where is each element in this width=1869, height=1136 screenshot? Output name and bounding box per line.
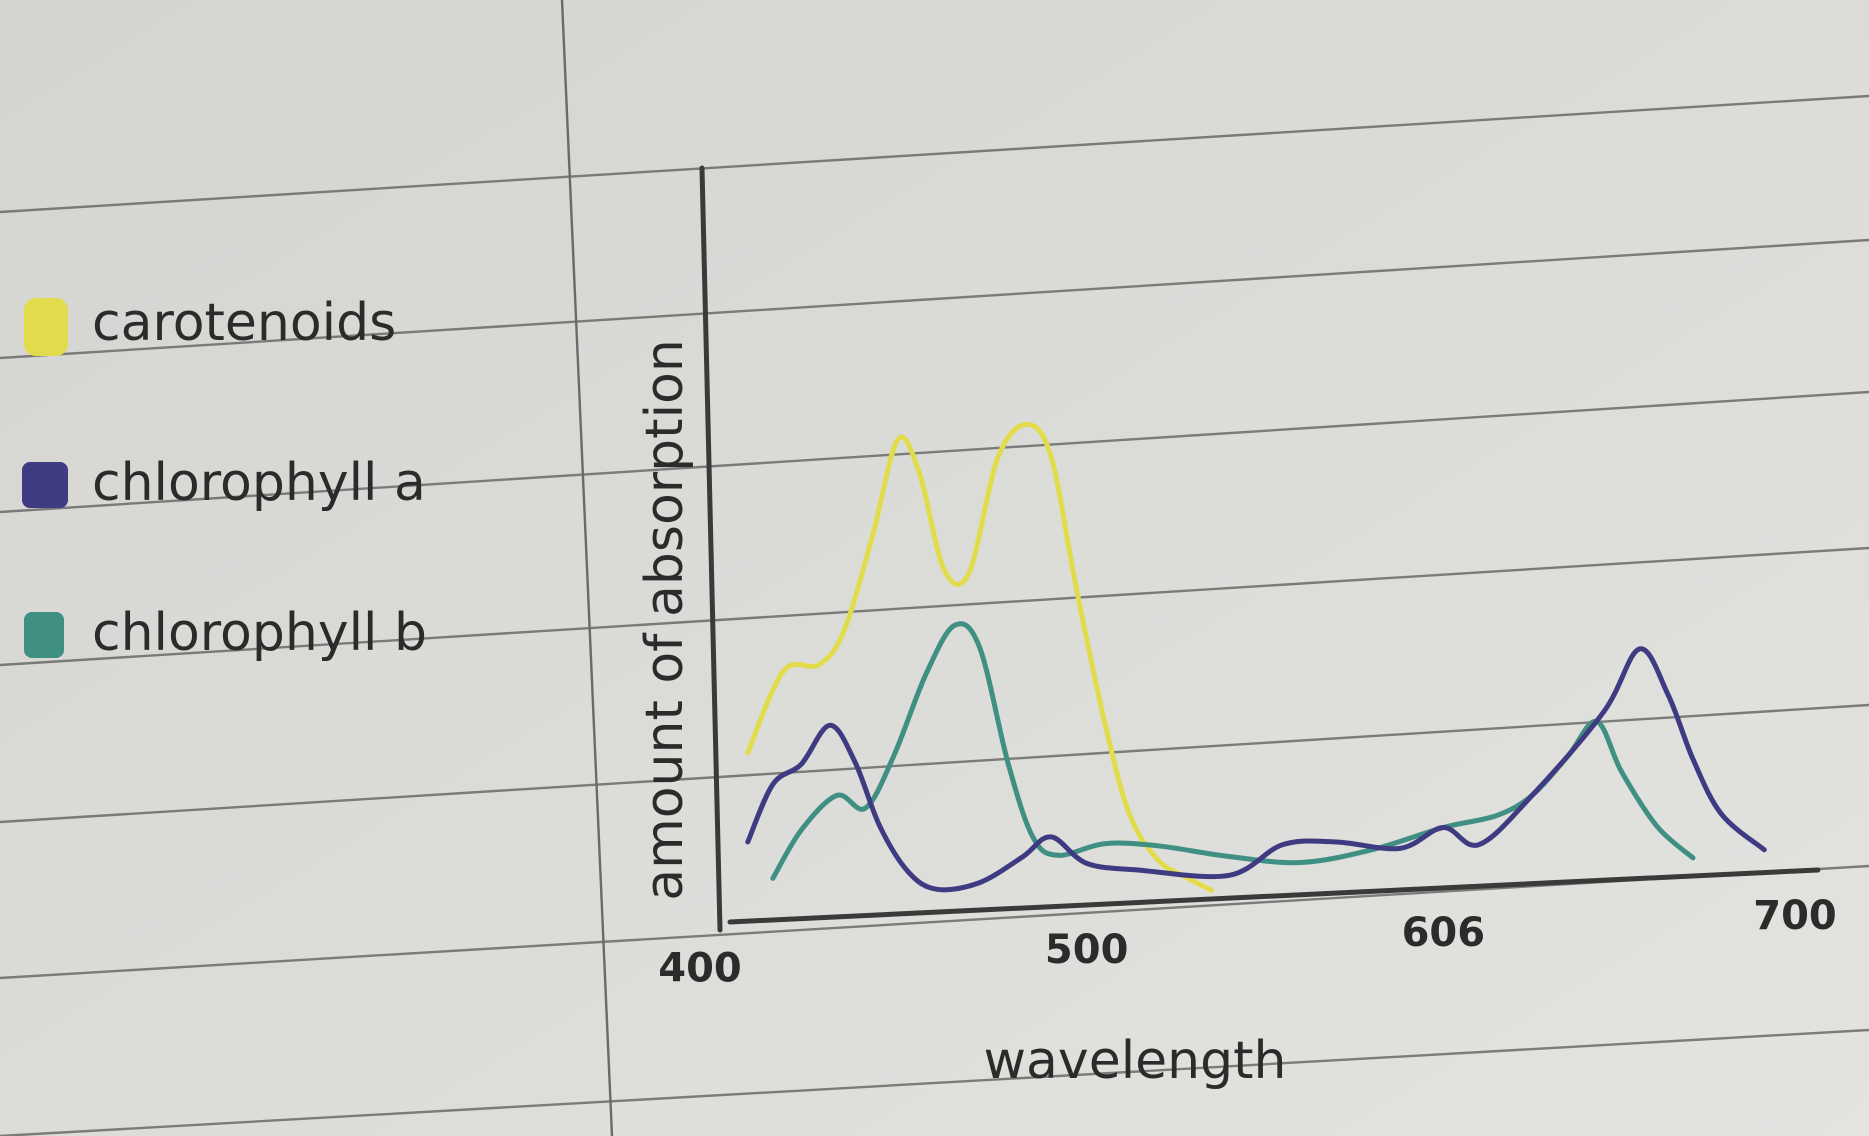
margin-line: [560, 0, 614, 1136]
legend-label-chlorophyll-b: chlorophyll b: [92, 603, 427, 663]
x-axis: [727, 867, 1821, 925]
series-line-carotenoids: [745, 421, 1214, 893]
x-axis-title: wavelength: [984, 1031, 1287, 1091]
legend-swatch-carotenoids: [24, 298, 68, 356]
plot-lines: [745, 421, 1767, 893]
legend-label-chlorophyll-a: chlorophyll a: [92, 453, 426, 513]
legend-swatch-chlorophyll-b: [24, 612, 64, 658]
ruled-lines: [0, 94, 1869, 1136]
y-axis-title: amount of absorption: [635, 339, 695, 901]
x-tick-labels: 400 500 606 700: [658, 893, 1837, 991]
x-tick-label-500: 500: [1045, 927, 1129, 973]
x-tick-label-400: 400: [658, 945, 742, 991]
legend-swatch-chlorophyll-a: [22, 462, 68, 508]
x-tick-label-606: 606: [1402, 910, 1486, 956]
legend: carotenoids chlorophyll a chlorophyll b: [22, 293, 427, 663]
y-axis: [699, 165, 723, 933]
legend-label-carotenoids: carotenoids: [92, 293, 396, 353]
x-tick-label-700: 700: [1753, 893, 1837, 939]
axes: [699, 165, 1821, 933]
series-line-chlorophyll-a: [745, 646, 1767, 893]
